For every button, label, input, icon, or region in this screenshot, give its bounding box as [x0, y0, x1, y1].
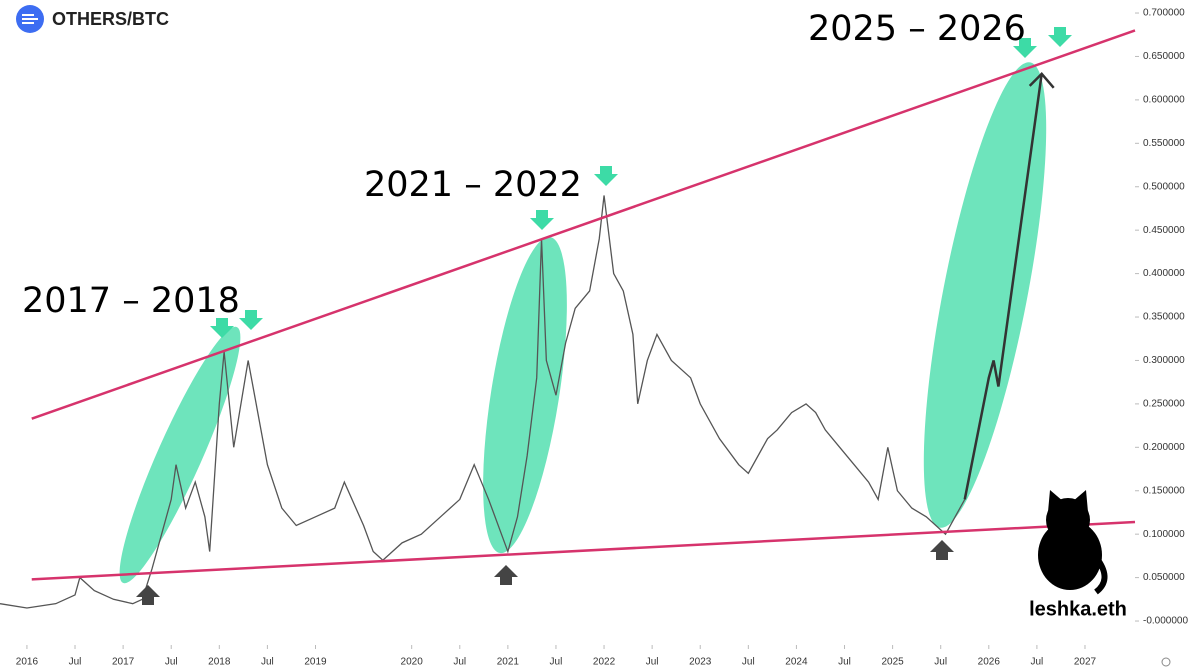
- y-tick-label: 0.650000: [1143, 51, 1185, 62]
- down-arrows: [210, 27, 1072, 338]
- trendline: [31, 29, 1136, 420]
- x-tick-label: Jul: [261, 657, 274, 668]
- up-arrow: [494, 565, 518, 585]
- x-tick-label: 2022: [593, 657, 616, 668]
- down-arrow: [210, 318, 234, 338]
- y-tick-label: 0.100000: [1143, 529, 1185, 540]
- x-tick-label: 2023: [689, 657, 712, 668]
- trendline: [31, 520, 1136, 581]
- watermark: leshka.eth: [1029, 598, 1127, 620]
- y-tick-label: 0.250000: [1143, 399, 1185, 410]
- y-tick-label: 0.500000: [1143, 181, 1185, 192]
- settings-icon[interactable]: [1161, 657, 1171, 667]
- x-tick-label: Jul: [646, 657, 659, 668]
- highlight-ellipse: [923, 62, 1047, 528]
- x-tick-label: Jul: [453, 657, 466, 668]
- up-arrow: [136, 585, 160, 605]
- down-arrow: [1048, 27, 1072, 47]
- projection-line: [963, 73, 1043, 500]
- x-tick-label: 2025: [881, 657, 904, 668]
- down-arrow: [594, 166, 618, 186]
- x-tick-label: Jul: [742, 657, 755, 668]
- cat-logo: [1038, 490, 1108, 595]
- highlights: [119, 62, 1047, 584]
- x-tick-label: Jul: [934, 657, 947, 668]
- x-tick-label: Jul: [1030, 657, 1043, 668]
- y-tick-label: 0.300000: [1143, 355, 1185, 366]
- annotation: 2021 – 2022: [364, 165, 582, 205]
- y-tick-label: 0.700000: [1143, 8, 1185, 19]
- down-arrow: [239, 310, 263, 330]
- highlight-ellipse: [119, 326, 241, 584]
- x-tick-label: 2024: [785, 657, 808, 668]
- y-tick-label: 0.450000: [1143, 225, 1185, 236]
- x-tick-label: Jul: [69, 657, 82, 668]
- x-tick-label: 2017: [112, 657, 135, 668]
- x-tick-label: Jul: [838, 657, 851, 668]
- y-tick-label: 0.050000: [1143, 572, 1185, 583]
- y-tick-label: 0.400000: [1143, 268, 1185, 279]
- x-tick-label: 2026: [978, 657, 1001, 668]
- y-tick-label: 0.600000: [1143, 95, 1185, 106]
- up-arrows: [136, 540, 954, 605]
- annotation: 2017 – 2018: [22, 281, 240, 321]
- annotation: 2025 – 2026: [808, 9, 1026, 49]
- x-tick-label: 2018: [208, 657, 231, 668]
- x-tick-label: 2021: [497, 657, 520, 668]
- projection-arrowhead: [1028, 71, 1055, 89]
- x-tick-label: Jul: [550, 657, 563, 668]
- x-tick-label: 2016: [16, 657, 39, 668]
- y-tick-label: 0.350000: [1143, 312, 1185, 323]
- chart-title: OTHERS/BTC: [52, 9, 169, 29]
- x-tick-label: Jul: [165, 657, 178, 668]
- y-tick-label: -0.000000: [1143, 616, 1188, 627]
- down-arrow: [530, 210, 554, 230]
- y-tick-label: 0.550000: [1143, 138, 1185, 149]
- y-tick-label: 0.200000: [1143, 442, 1185, 453]
- down-arrow: [1013, 38, 1037, 58]
- price-line: [0, 195, 966, 609]
- highlight-ellipse: [483, 236, 567, 554]
- plot: 0.700000 0.650000 0.600000 0.550000 0.500000…: [0, 8, 1188, 668]
- x-tick-label: 2027: [1074, 657, 1097, 668]
- up-arrow: [930, 540, 954, 560]
- symbol-icon-lines: [22, 14, 38, 24]
- x-tick-label: 2020: [401, 657, 424, 668]
- y-tick-label: 0.150000: [1143, 485, 1185, 496]
- x-tick-label: 2019: [304, 657, 327, 668]
